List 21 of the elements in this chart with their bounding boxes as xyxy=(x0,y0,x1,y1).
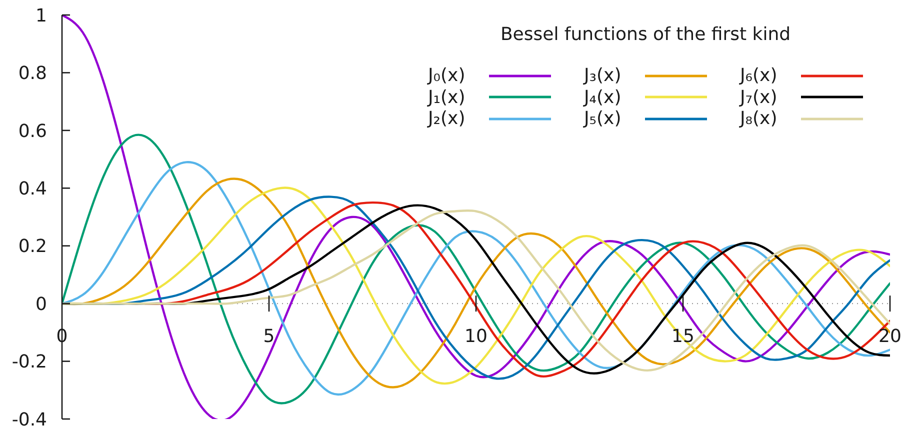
legend-label: J₈(x) xyxy=(740,108,778,130)
legend-label: J₃(x) xyxy=(584,65,622,86)
y-tick-label: 0.4 xyxy=(18,178,47,200)
y-tick-label: 0.8 xyxy=(18,63,47,84)
y-tick-label: 0.2 xyxy=(18,236,47,258)
x-tick-label: 5 xyxy=(263,326,275,347)
legend-title: Bessel functions of the first kind xyxy=(499,24,792,46)
legend-label: J₄(x) xyxy=(584,86,622,108)
legend-label: J₆(x) xyxy=(740,65,778,86)
legend-label: J₅(x) xyxy=(584,108,622,130)
y-tick-label: 1 xyxy=(36,5,47,26)
legend-label: J₁(x) xyxy=(428,86,466,108)
y-tick-label: 0.6 xyxy=(18,120,47,142)
x-tick-label: 20 xyxy=(878,326,902,347)
x-tick-label: 10 xyxy=(464,326,488,347)
y-tick-label: 0 xyxy=(36,294,47,315)
legend-label: J₀(x) xyxy=(428,65,466,86)
legend-label: J₇(x) xyxy=(740,86,778,108)
y-tick-label: -0.2 xyxy=(12,352,47,373)
legend-label: J₂(x) xyxy=(428,108,466,130)
y-tick-label: -0.4 xyxy=(12,409,47,428)
